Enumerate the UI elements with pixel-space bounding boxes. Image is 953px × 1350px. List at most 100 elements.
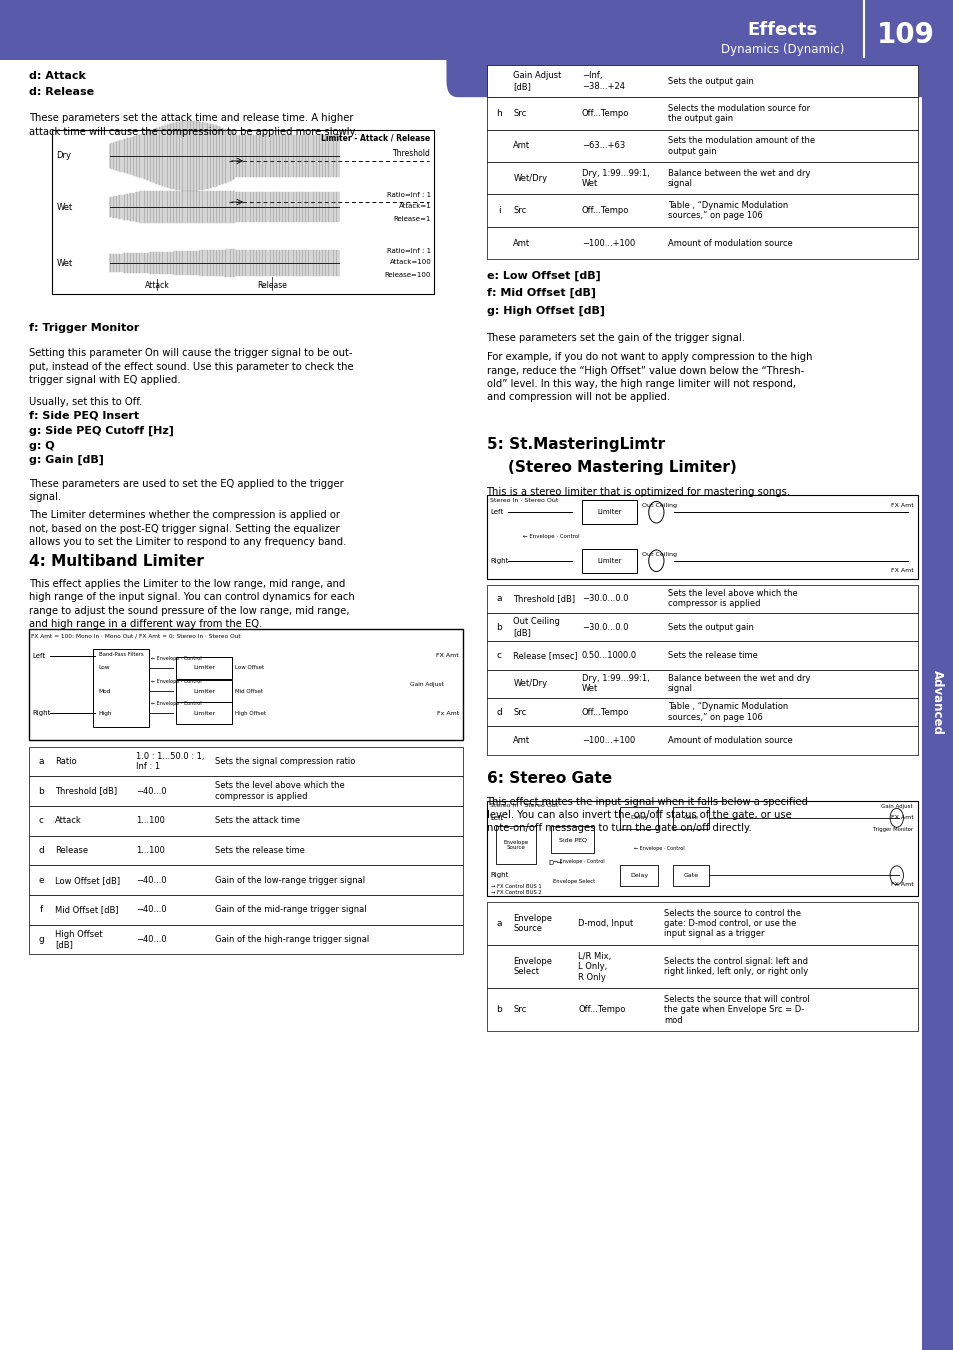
Text: −Inf,
−38...+24: −Inf, −38...+24 (581, 72, 624, 90)
Bar (486, 585, 917, 613)
Bar (29, 747, 462, 776)
Text: Left: Left (32, 652, 46, 659)
Text: 4: Multiband Limiter: 4: Multiband Limiter (29, 554, 203, 570)
Text: Usually, set this to Off.: Usually, set this to Off. (29, 397, 142, 406)
Text: FX Amt: FX Amt (890, 568, 913, 574)
Text: ← Envelope · Control: ← Envelope · Control (522, 535, 578, 539)
Bar (486, 194, 917, 227)
Text: 5: St.MasteringLimtr: 5: St.MasteringLimtr (486, 436, 664, 452)
Text: −40...0: −40...0 (136, 876, 167, 884)
Bar (581, 500, 637, 524)
Text: Right: Right (490, 558, 508, 564)
Text: g: Side PEQ Cutoff [Hz]: g: Side PEQ Cutoff [Hz] (29, 425, 173, 436)
Text: Left: Left (490, 509, 503, 516)
Text: f: f (39, 906, 43, 914)
Text: Attack: Attack (55, 817, 82, 825)
Text: f: Side PEQ Insert: f: Side PEQ Insert (29, 410, 138, 421)
Text: Envelope
Select: Envelope Select (513, 957, 552, 976)
Text: Envelope
Source: Envelope Source (503, 840, 528, 850)
Text: FX Amt: FX Amt (890, 504, 913, 508)
Text: Gain Adjust: Gain Adjust (409, 682, 443, 687)
Bar (486, 670, 917, 698)
Text: a: a (496, 594, 501, 603)
Text: Gain of the high-range trigger signal: Gain of the high-range trigger signal (214, 936, 369, 944)
Text: Low Offset [dB]: Low Offset [dB] (55, 876, 120, 884)
Text: ← Envelope · Control: ← Envelope · Control (554, 859, 604, 864)
Text: Sets the release time: Sets the release time (667, 651, 757, 660)
Text: Low Offset: Low Offset (234, 666, 264, 671)
Text: −100...+100: −100...+100 (581, 239, 635, 247)
Bar (486, 945, 917, 988)
Bar (29, 925, 462, 954)
Bar (93, 649, 149, 726)
Text: Limiter: Limiter (597, 509, 621, 516)
Text: Selects the source to control the
gate: D-mod control, or use the
input signal a: Selects the source to control the gate: … (663, 909, 801, 938)
Text: This effect mutes the input signal when it falls below a specified
level. You ca: This effect mutes the input signal when … (486, 796, 808, 833)
Bar (486, 613, 917, 641)
Bar (486, 495, 917, 579)
Text: Effects: Effects (746, 20, 817, 39)
Text: Sets the release time: Sets the release time (214, 846, 304, 855)
Text: a: a (496, 919, 501, 927)
Text: ← Envelope · Control: ← Envelope · Control (151, 702, 201, 706)
Text: Off...Tempo: Off...Tempo (581, 707, 629, 717)
Text: Envelope
Source: Envelope Source (513, 914, 552, 933)
Bar (176, 702, 232, 724)
Text: Fx Amt: Fx Amt (436, 710, 458, 716)
Text: L/R Mix,
L Only,
R Only: L/R Mix, L Only, R Only (578, 952, 611, 981)
Bar (619, 864, 658, 886)
Text: b: b (496, 1006, 501, 1014)
Text: Right: Right (32, 710, 51, 717)
Text: Selects the control signal: left and
right linked, left only, or right only: Selects the control signal: left and rig… (663, 957, 807, 976)
Bar (52, 130, 434, 294)
Text: Low: Low (98, 666, 110, 671)
Text: Threshold: Threshold (393, 150, 431, 158)
Text: Right: Right (490, 872, 508, 879)
Text: Amount of modulation source: Amount of modulation source (667, 239, 792, 247)
Text: e: e (38, 876, 44, 884)
Text: Dry: Dry (56, 151, 71, 161)
Text: Envelope Select: Envelope Select (553, 879, 595, 883)
Text: These parameters are used to set the EQ applied to the trigger
signal.: These parameters are used to set the EQ … (29, 479, 343, 502)
Text: The Limiter determines whether the compression is applied or
not, based on the p: The Limiter determines whether the compr… (29, 510, 346, 547)
Bar (176, 657, 232, 679)
Text: d: d (38, 846, 44, 855)
Text: Wet: Wet (56, 202, 72, 212)
Text: Delay: Delay (630, 873, 647, 878)
Bar (486, 65, 917, 97)
Text: Wet/Dry: Wet/Dry (513, 679, 547, 688)
Text: 1...100: 1...100 (136, 846, 165, 855)
Bar (486, 641, 917, 670)
Text: Dry, 1:99...99:1,
Wet: Dry, 1:99...99:1, Wet (581, 169, 649, 188)
Text: −40...0: −40...0 (136, 787, 167, 795)
Text: High Offset
[dB]: High Offset [dB] (55, 930, 103, 949)
Text: 6: Stereo Gate: 6: Stereo Gate (486, 771, 611, 787)
Bar (486, 902, 917, 945)
Text: −63...+63: −63...+63 (581, 142, 624, 150)
Text: Ratio=Inf : 1: Ratio=Inf : 1 (387, 192, 431, 197)
Text: Attack=1: Attack=1 (398, 202, 431, 209)
Text: g: g (38, 936, 44, 944)
Bar (29, 865, 462, 895)
Bar (486, 130, 917, 162)
Bar (29, 776, 462, 806)
Text: Stereo In · Stereo Out: Stereo In · Stereo Out (490, 803, 558, 809)
Text: −100...+100: −100...+100 (581, 736, 635, 745)
Text: Sets the attack time: Sets the attack time (214, 817, 299, 825)
Text: Amt: Amt (513, 736, 530, 745)
Text: 109: 109 (877, 22, 934, 49)
Text: Delay: Delay (630, 815, 647, 821)
Text: (Stereo Mastering Limiter): (Stereo Mastering Limiter) (507, 459, 736, 475)
Text: ← Envelope · Control: ← Envelope · Control (634, 846, 684, 850)
Text: Selects the modulation source for
the output gain: Selects the modulation source for the ou… (667, 104, 809, 123)
Text: Limiter: Limiter (193, 688, 215, 694)
Text: f: Mid Offset [dB]: f: Mid Offset [dB] (486, 288, 595, 298)
Text: Threshold [dB]: Threshold [dB] (513, 594, 575, 603)
Text: Mid Offset [dB]: Mid Offset [dB] (55, 906, 119, 914)
Text: ← Envelope · Control: ← Envelope · Control (151, 679, 201, 684)
Text: → FX Control BUS 1: → FX Control BUS 1 (491, 884, 541, 890)
Text: Limiter: Limiter (193, 710, 215, 716)
Text: 1.0 : 1...50.0 : 1,
Inf : 1: 1.0 : 1...50.0 : 1, Inf : 1 (136, 752, 205, 771)
Text: FX Amt = 100: Mono In · Mono Out / FX Amt = 0: Stereo In · Stereo Out: FX Amt = 100: Mono In · Mono Out / FX Am… (31, 633, 241, 639)
Bar (581, 548, 637, 572)
